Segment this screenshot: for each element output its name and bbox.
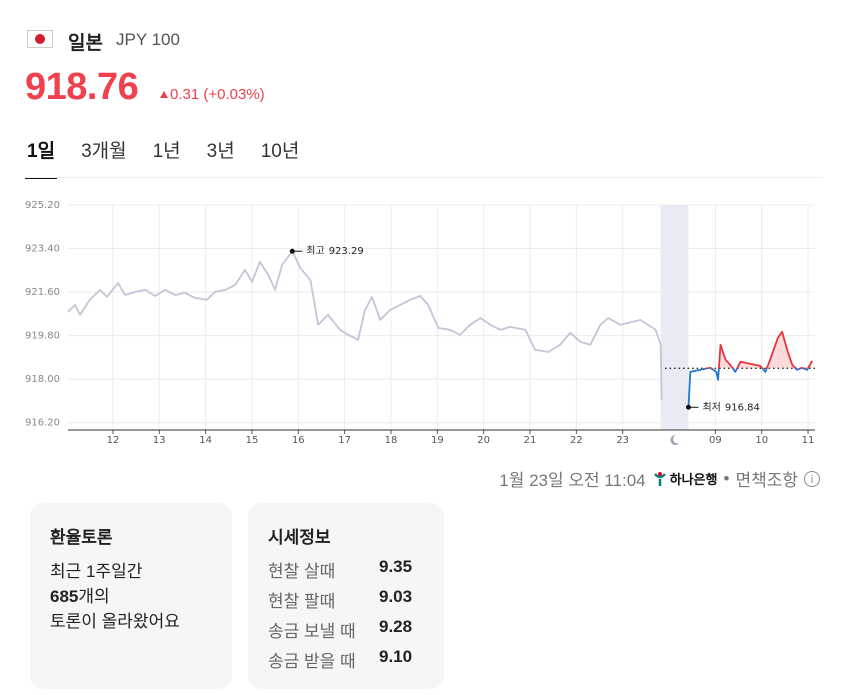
bank-logo[interactable]: 하나은행 xyxy=(652,469,718,488)
y-tick-label: 925.20 xyxy=(25,200,60,211)
tab[interactable]: 3개월 xyxy=(81,141,127,162)
bank-name: 하나은행 xyxy=(669,472,718,487)
x-tick-label: 12 xyxy=(107,435,120,446)
tab[interactable]: 1일 xyxy=(24,136,58,179)
currency-code: JPY 100 xyxy=(116,30,180,49)
x-tick-label: 18 xyxy=(385,435,398,446)
info-icon[interactable]: i xyxy=(804,470,820,487)
x-tick-label: 23 xyxy=(616,435,629,446)
quote-value: 9.10 xyxy=(379,647,413,666)
x-tick-label: 14 xyxy=(199,435,212,446)
timestamp: 1월 23일 오전 11:04 xyxy=(499,471,646,490)
quote-label: 송금 보낼 때 xyxy=(268,622,356,641)
annotation: 최저 916.84 xyxy=(702,401,759,413)
count: 685 xyxy=(50,587,79,606)
discussion-card[interactable]: 환율토론 최근 1주일간 685개의 토론이 올라왔어요 xyxy=(30,503,232,689)
tab[interactable]: 10년 xyxy=(260,141,300,162)
y-tick-label: 923.40 xyxy=(25,244,60,255)
separator: • xyxy=(723,468,730,488)
x-tick-label: 21 xyxy=(524,435,537,446)
y-tick-label: 919.80 xyxy=(25,331,60,342)
x-tick-label: 13 xyxy=(153,435,166,446)
y-tick-label: 918.00 xyxy=(25,374,60,385)
period-tabs: 1일 3개월 1년 3년 10년 xyxy=(24,136,300,179)
x-tick-label: 09 xyxy=(709,435,722,446)
y-tick-label: 921.60 xyxy=(25,287,60,298)
country-name: 일본 xyxy=(68,33,103,54)
x-tick-label: 20 xyxy=(477,435,490,446)
x-tick-label: 11 xyxy=(802,435,815,446)
x-tick-label: 22 xyxy=(570,435,583,446)
tab[interactable]: 1년 xyxy=(152,141,181,162)
price-area xyxy=(688,331,813,369)
footer: 1월 23일 오전 11:04 하나은행 • 면책조항 i xyxy=(499,466,820,491)
count-suffix: 개의 xyxy=(78,587,110,606)
x-tick-label: 17 xyxy=(338,435,351,446)
quote-label: 현찰 팔때 xyxy=(268,592,336,611)
quote-value: 9.28 xyxy=(379,617,413,636)
x-tick-label: 16 xyxy=(292,435,305,446)
card-text: 최근 1주일간 xyxy=(50,562,143,581)
quotes-card[interactable]: 시세정보 현찰 살때 9.35 현찰 팔때 9.03 송금 보낼 때 9.28 송금 받을 … xyxy=(248,503,444,689)
tab[interactable]: 3년 xyxy=(206,141,235,162)
flag-icon xyxy=(27,30,53,48)
quote-value: 9.03 xyxy=(379,587,413,606)
price-line xyxy=(67,250,663,400)
annotation-value: 923.29 xyxy=(329,246,364,257)
card-text: 685개의 xyxy=(50,582,110,607)
card-text: 토론이 올라왔어요 xyxy=(50,612,180,631)
night-shade xyxy=(660,205,689,430)
annotation-value: 916.84 xyxy=(725,402,760,413)
x-tick-label: 19 xyxy=(431,435,444,446)
disclaimer-link[interactable]: 면책조항 xyxy=(735,471,798,490)
annotation-label: 최고 xyxy=(306,245,324,257)
bank-icon xyxy=(653,471,666,486)
divider xyxy=(25,177,823,178)
night-icon xyxy=(670,435,680,445)
quote-label: 송금 받을 때 xyxy=(268,652,356,671)
price: 918.76 xyxy=(25,66,139,108)
x-tick-label: 15 xyxy=(246,435,259,446)
price-change: 0.31 (+0.03%) xyxy=(160,86,265,103)
up-arrow xyxy=(160,91,168,98)
quote-value: 9.35 xyxy=(379,557,413,576)
chart: 925.20 923.40 921.60 919.80 918.00 916.20 12 13… xyxy=(25,200,815,446)
change-value: 0.31 xyxy=(170,86,200,103)
x-tick-label: 10 xyxy=(755,435,768,446)
quote-label: 현찰 살때 xyxy=(268,562,336,581)
annotation-label: 최저 xyxy=(702,401,720,413)
card-title: 시세정보 xyxy=(268,528,331,547)
price-line xyxy=(687,330,813,408)
change-percent: (+0.03%) xyxy=(203,86,265,103)
card-title: 환율토론 xyxy=(50,528,113,547)
annotation: 최고 923.29 xyxy=(306,245,363,257)
y-tick-label: 916.20 xyxy=(25,418,60,429)
